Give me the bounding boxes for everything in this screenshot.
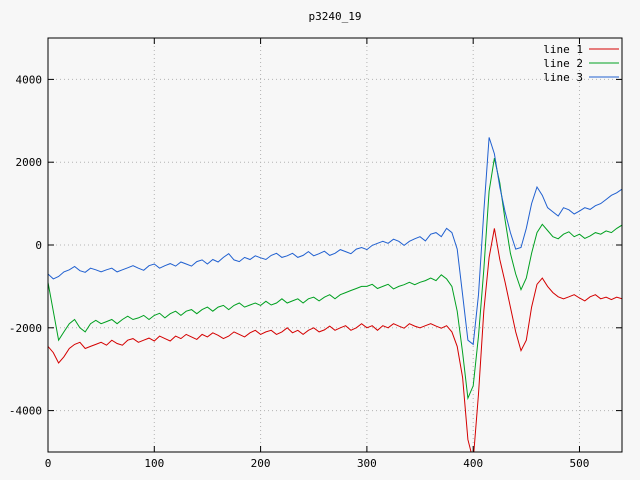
x-tick-label: 0 — [45, 457, 52, 470]
y-tick-label: -4000 — [9, 405, 42, 418]
x-tick-label: 300 — [357, 457, 377, 470]
series-line-1 — [48, 228, 622, 452]
x-tick-label: 400 — [463, 457, 483, 470]
y-tick-label: 2000 — [16, 156, 43, 169]
chart-title: p3240_19 — [308, 10, 362, 23]
series-line-3 — [48, 137, 622, 346]
legend-label: line 3 — [543, 71, 583, 84]
legend-label: line 1 — [543, 43, 583, 56]
y-tick-label: -2000 — [9, 322, 42, 335]
legend-label: line 2 — [543, 57, 583, 70]
series-line-2 — [48, 157, 622, 401]
y-tick-label: 0 — [35, 239, 42, 252]
plot-border — [47, 37, 623, 453]
x-tick-label: 500 — [570, 457, 590, 470]
x-tick-label: 200 — [251, 457, 271, 470]
y-tick-label: 4000 — [16, 73, 43, 86]
x-tick-label: 100 — [144, 457, 164, 470]
